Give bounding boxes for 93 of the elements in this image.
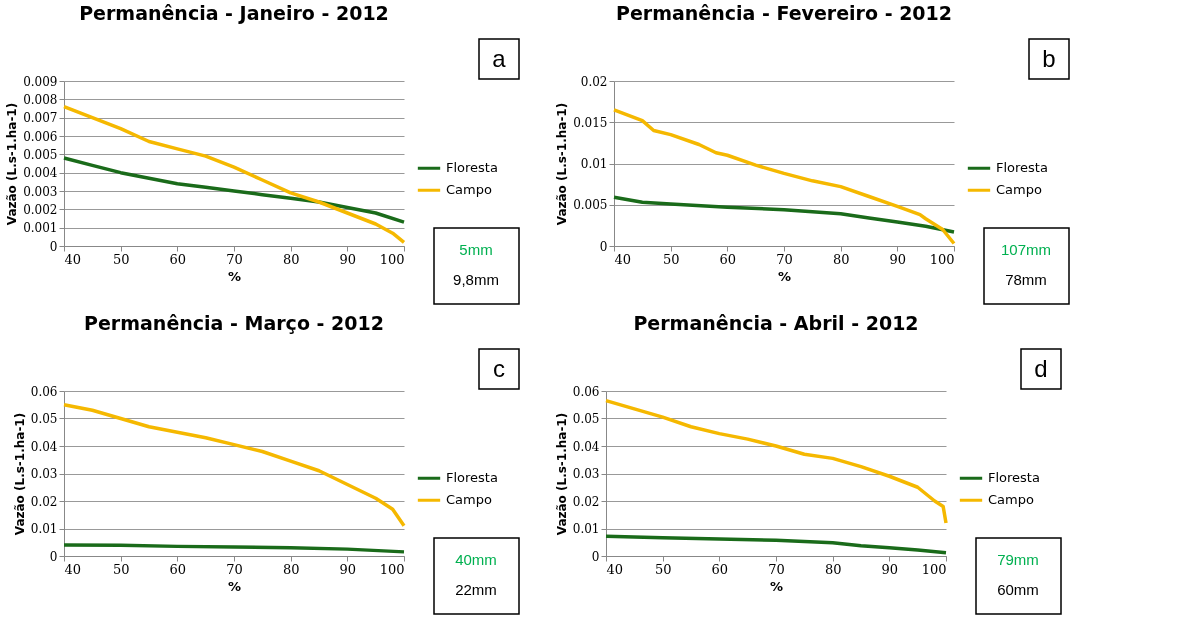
y-tick-label: 0.03 xyxy=(572,467,600,481)
x-axis-title: % xyxy=(769,578,784,594)
text: 79mm xyxy=(997,551,1039,568)
text: 9,8mm xyxy=(453,271,499,288)
x-tick-label: 100 xyxy=(929,251,955,267)
x-tick-label: 50 xyxy=(112,251,130,267)
x-tick-label: 90 xyxy=(339,561,357,577)
y-axis-title: Vazão (L.s-1.ha-1) xyxy=(12,412,27,536)
y-tick-label: 0.02 xyxy=(30,494,58,509)
y-tick-label: 0.002 xyxy=(23,202,58,217)
y-tick-label: 0.005 xyxy=(23,147,58,162)
y-tick-label: 0 xyxy=(591,549,600,564)
y-tick-label: 0.01 xyxy=(580,157,608,171)
x-tick-label: 60 xyxy=(719,251,737,267)
x-tick-label: 90 xyxy=(889,251,907,267)
y-tick-label: 0.001 xyxy=(23,221,58,236)
line-series xyxy=(604,398,948,525)
x-axis-title: % xyxy=(227,268,242,284)
legend-label: Floresta xyxy=(446,470,498,486)
y-tick-label: 0.003 xyxy=(23,184,58,199)
y-tick-label: 0.05 xyxy=(572,412,600,426)
y-tick-label: 0.008 xyxy=(23,92,58,107)
x-tick-label: 100 xyxy=(379,561,405,577)
y-tick-label: 0.02 xyxy=(580,74,608,89)
y-tick-label: 0.007 xyxy=(23,111,58,126)
y-tick-label: 0 xyxy=(599,239,608,254)
text: 60mm xyxy=(997,581,1039,598)
text: 22mm xyxy=(455,581,497,598)
x-tick-label: 60 xyxy=(711,561,729,577)
text: d xyxy=(1034,355,1048,382)
y-tick-label: 0.006 xyxy=(23,129,58,144)
chart-title: Permanência - Abril - 2012 xyxy=(633,312,919,335)
y-tick-label: 0 xyxy=(49,239,58,254)
x-tick-label: 80 xyxy=(824,561,842,577)
legend-label: Campo xyxy=(446,182,492,198)
x-tick-label: 60 xyxy=(169,561,187,577)
chart-title: Permanência - Fevereiro - 2012 xyxy=(615,2,953,25)
x-tick-label: 80 xyxy=(282,561,300,577)
legend-label: Campo xyxy=(446,492,492,508)
x-tick-label: 50 xyxy=(112,561,130,577)
line-series xyxy=(62,403,406,528)
y-tick-label: 0.04 xyxy=(572,439,600,454)
x-tick-label: 50 xyxy=(654,561,672,577)
x-tick-label: 80 xyxy=(282,251,300,267)
legend-label: Floresta xyxy=(988,470,1040,486)
x-tick-label: 80 xyxy=(832,251,850,267)
text: 5mm xyxy=(459,241,493,258)
line-series xyxy=(612,195,956,234)
x-tick-label: 100 xyxy=(921,561,947,577)
legend-label: Floresta xyxy=(446,160,498,176)
y-tick-label: 0.005 xyxy=(573,198,608,213)
x-tick-label: 40 xyxy=(614,251,632,267)
x-tick-label: 70 xyxy=(768,561,785,577)
y-tick-label: 0.04 xyxy=(30,439,58,454)
y-axis-title: Vazão (L.s-1.ha-1) xyxy=(5,102,20,226)
x-tick-label: 50 xyxy=(662,251,680,267)
x-tick-label: 90 xyxy=(339,251,357,267)
y-axis-title: Vazão (L.s-1.ha-1) xyxy=(554,412,569,536)
y-tick-label: 0.03 xyxy=(30,467,58,481)
x-tick-label: 40 xyxy=(64,251,82,267)
x-tick-label: 90 xyxy=(881,561,899,577)
y-tick-label: 0.01 xyxy=(30,522,58,536)
y-tick-label: 0.01 xyxy=(572,522,600,536)
x-tick-label: 70 xyxy=(226,561,243,577)
y-tick-label: 0.06 xyxy=(572,384,600,399)
y-tick-label: 0.015 xyxy=(573,115,608,130)
legend-label: Floresta xyxy=(996,160,1048,176)
legend-label: Campo xyxy=(988,492,1034,508)
text: b xyxy=(1042,45,1056,72)
line-series xyxy=(62,156,406,224)
y-tick-label: 0.05 xyxy=(30,412,58,426)
text: 78mm xyxy=(1005,271,1047,288)
text: a xyxy=(492,45,507,72)
x-axis-title: % xyxy=(227,578,242,594)
x-tick-label: 40 xyxy=(606,561,624,577)
legend-label: Campo xyxy=(996,182,1042,198)
y-tick-label: 0 xyxy=(49,549,58,564)
y-axis-title: Vazão (L.s-1.ha-1) xyxy=(555,102,570,226)
y-tick-label: 0.004 xyxy=(23,166,58,181)
x-tick-label: 40 xyxy=(64,561,82,577)
x-tick-label: 70 xyxy=(776,251,793,267)
y-tick-label: 0.06 xyxy=(30,384,58,399)
chart-title: Permanência - Março - 2012 xyxy=(84,312,384,335)
y-tick-label: 0.02 xyxy=(572,494,600,509)
chart-title: Permanência - Janeiro - 2012 xyxy=(79,2,389,25)
x-tick-label: 70 xyxy=(226,251,243,267)
x-tick-label: 60 xyxy=(169,251,187,267)
x-axis-title: % xyxy=(777,268,792,284)
x-tick-label: 100 xyxy=(379,251,405,267)
y-tick-label: 0.009 xyxy=(23,74,58,89)
text: c xyxy=(493,355,505,382)
text: 40mm xyxy=(455,551,497,568)
text: 107mm xyxy=(1000,241,1052,258)
